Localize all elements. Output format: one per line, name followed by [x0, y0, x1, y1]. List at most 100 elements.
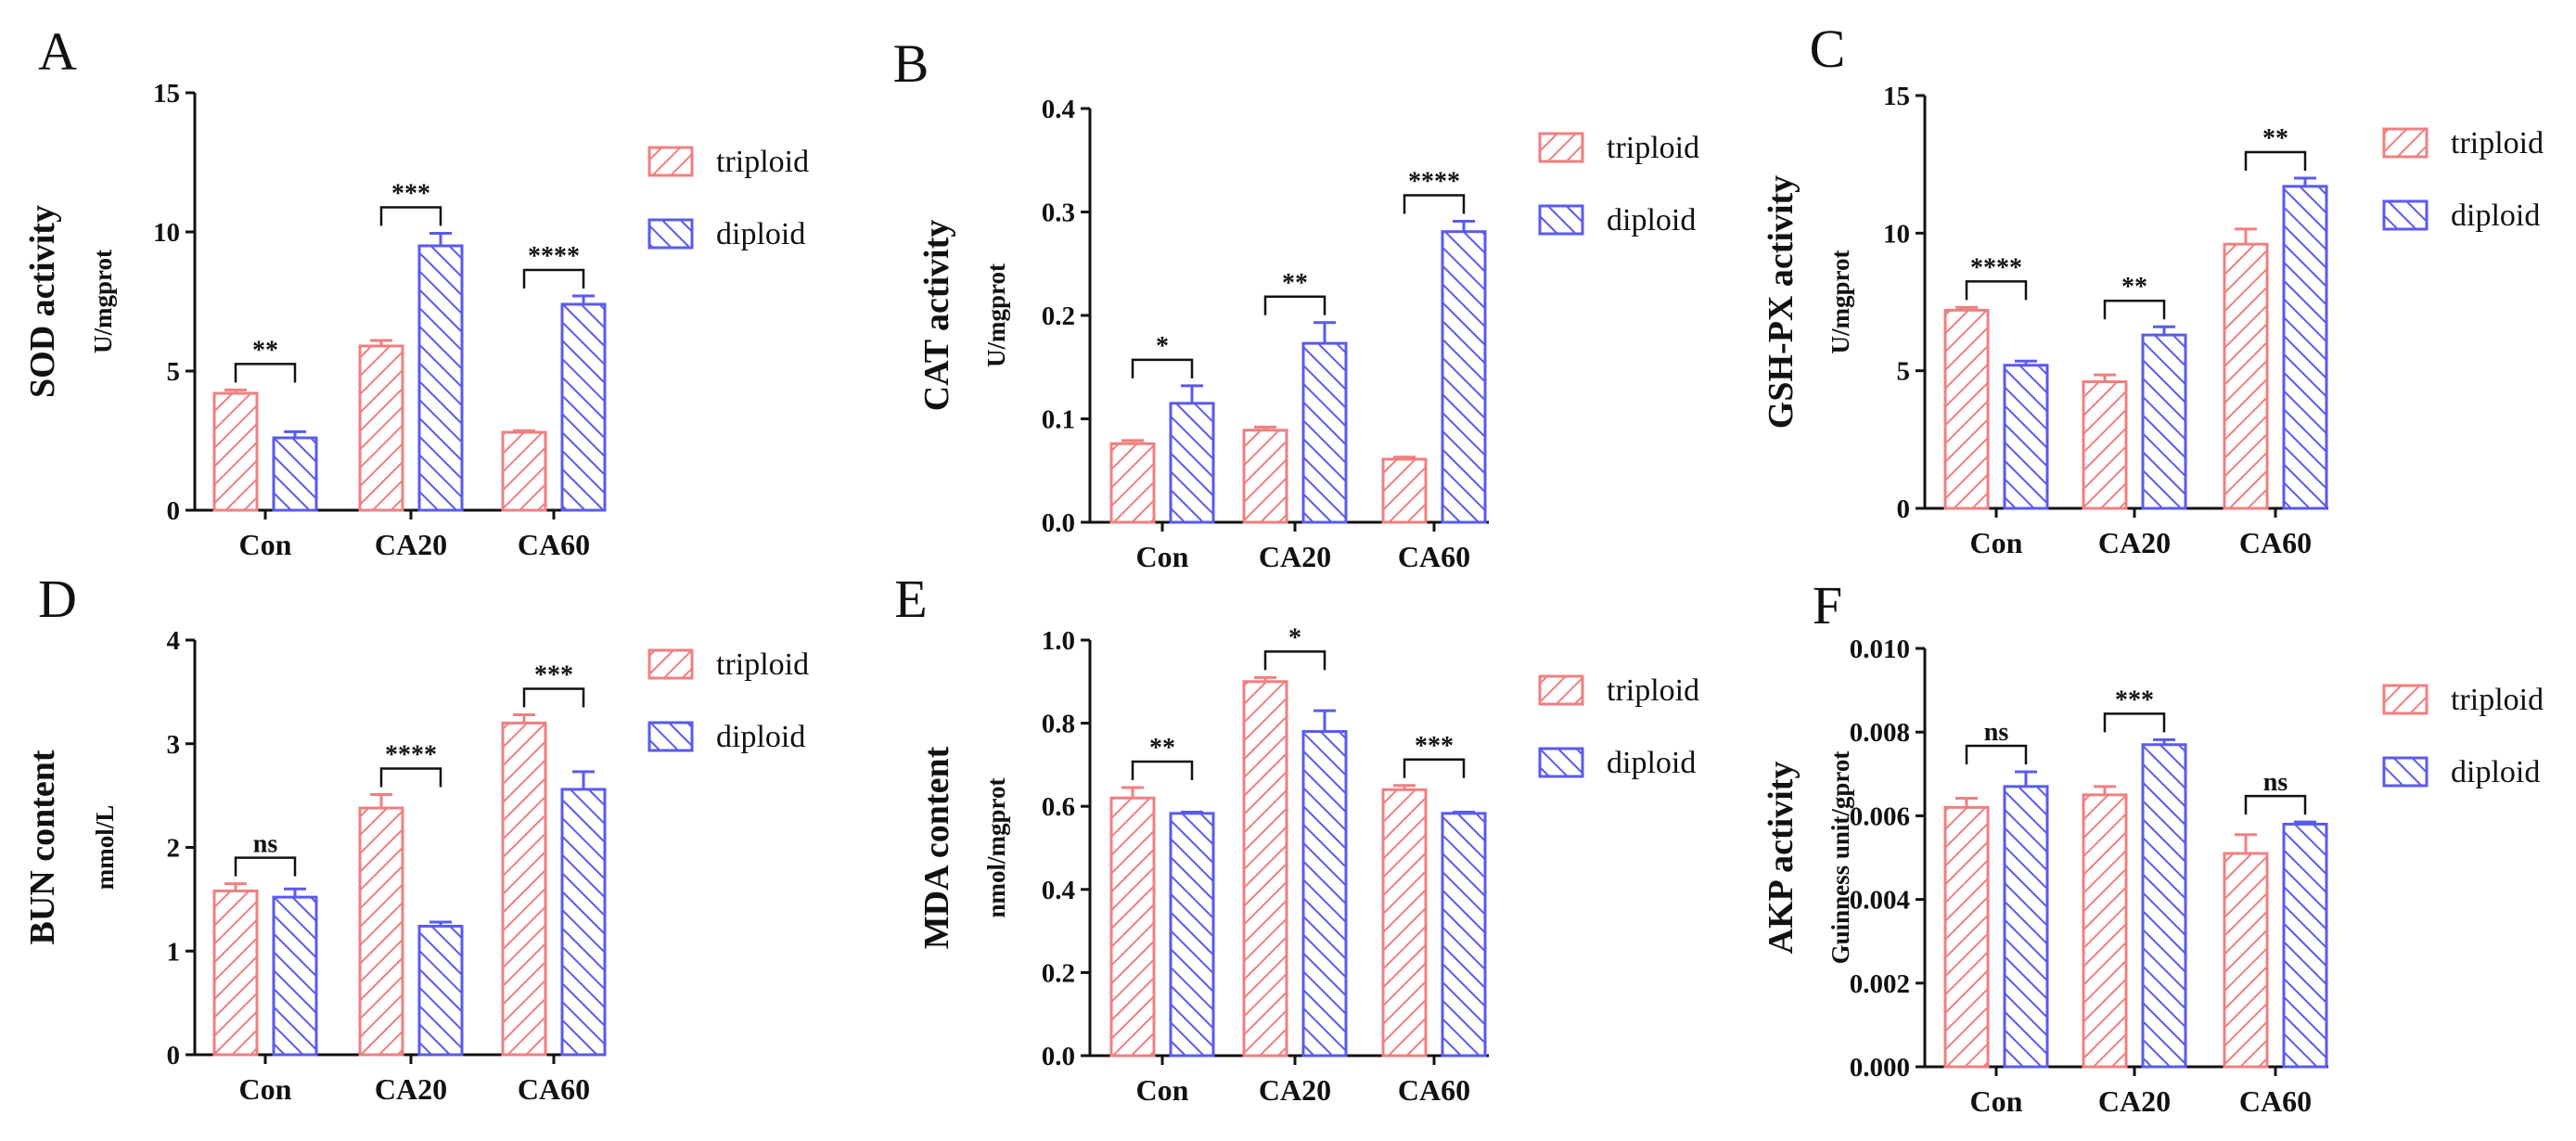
bar-triploid [1381, 457, 1428, 524]
legend-swatch-triploid [1538, 674, 1584, 706]
significance-bracket [1965, 280, 2028, 301]
significance-bracket [379, 206, 442, 226]
x-tick-label: CA20 [375, 528, 447, 561]
significance-bracket [522, 687, 585, 708]
legend-swatch-diploid [2382, 199, 2429, 231]
x-tick-label: CA20 [2098, 1084, 2171, 1118]
y-tick-label: 0 [167, 496, 181, 526]
significance-bracket [2244, 150, 2307, 171]
x-tick-label: CA60 [2239, 526, 2312, 559]
y-tick-label: 4 [167, 626, 181, 656]
significance-label: *** [1415, 732, 1454, 761]
legend-swatch-triploid [2382, 684, 2429, 715]
legend-swatch-triploid [647, 146, 694, 177]
panel-letter: E [894, 569, 927, 629]
bar-diploid [417, 244, 464, 512]
y-tick-label: 0.8 [1042, 710, 1075, 739]
bar-diploid [2003, 364, 2049, 510]
legend-label-diploid: diploid [2451, 755, 2540, 789]
legend-label-triploid: triploid [1607, 673, 1699, 708]
x-tick-label: CA60 [518, 528, 590, 561]
legend-label-diploid: diploid [1607, 203, 1696, 237]
legend-swatch-diploid [647, 218, 694, 250]
bar-triploid [2082, 380, 2128, 510]
panel-letter: B [893, 33, 929, 94]
x-tick-label: Con [1136, 1073, 1189, 1107]
bar-triploid [2082, 793, 2128, 1069]
y-tick-label: 0.000 [1850, 1053, 1910, 1083]
y-tick-label: 1 [167, 937, 181, 967]
y-tick-label: 0.0 [1042, 1042, 1075, 1071]
y-axis-unit: U/mgprot [1826, 250, 1854, 353]
bar-triploid [358, 344, 404, 512]
significance-label: ns [253, 830, 278, 859]
x-tick-label: CA20 [375, 1072, 447, 1106]
x-tick-label: CA60 [518, 1072, 590, 1106]
significance-label: * [1288, 623, 1301, 652]
y-tick-label: 0.0 [1042, 508, 1075, 538]
significance-label: ** [252, 336, 278, 365]
bar-diploid [2141, 743, 2187, 1069]
bar-triploid [2223, 852, 2269, 1069]
legend-swatch-diploid [1538, 204, 1584, 236]
panel-b: B 0.0 0.1 0.2 0.3 0.4 CAT activity U/mgprot Con *… [893, 33, 1699, 573]
bar-diploid [1441, 230, 1487, 524]
significance-label: **** [1408, 168, 1460, 197]
legend-label-diploid: diploid [716, 217, 805, 251]
x-tick-label: CA60 [1398, 1073, 1470, 1107]
legend-label-triploid: triploid [2451, 683, 2544, 717]
x-tick-label: Con [1970, 1084, 2023, 1118]
y-tick-label: 0.1 [1042, 405, 1075, 435]
y-tick-label: 3 [167, 730, 181, 760]
bar-triploid [1109, 796, 1156, 1058]
bar-triploid [212, 889, 259, 1057]
significance-label: ** [1149, 734, 1175, 763]
bar-diploid [560, 788, 607, 1057]
significance-label: **** [385, 741, 437, 770]
bar-triploid [501, 430, 547, 512]
y-tick-label: 5 [167, 357, 181, 387]
x-tick-label: CA20 [1259, 540, 1331, 573]
panel-letter: D [38, 569, 77, 629]
bar-diploid [2003, 785, 2049, 1069]
y-tick-label: 0.2 [1042, 301, 1075, 331]
panel-letter: F [1813, 575, 1842, 635]
bar-triploid [212, 391, 259, 512]
panel-f: F 0.000 0.002 0.004 0.006 0.008 0.010 AKP activ… [1762, 575, 2544, 1118]
bar-triploid [1242, 680, 1288, 1058]
bar-triploid [1242, 429, 1288, 524]
panel-d: D 0 1 2 3 4 BUN content mmol/L Con ns CA20 **** CA60… [23, 569, 809, 1106]
y-tick-label: 10 [153, 218, 180, 248]
y-axis-title: CAT activity [917, 220, 956, 412]
significance-label: **** [528, 242, 580, 271]
y-tick-label: 0 [1897, 494, 1911, 524]
legend-label-triploid: triploid [716, 647, 809, 682]
legend-label-diploid: diploid [1607, 746, 1696, 780]
x-tick-label: CA60 [1398, 540, 1470, 573]
bar-diploid [560, 302, 607, 512]
significance-bracket [522, 268, 585, 288]
significance-bracket [2244, 794, 2307, 815]
y-axis-title: SOD activity [23, 205, 62, 398]
significance-label: *** [2115, 686, 2154, 714]
bar-diploid [1301, 341, 1348, 524]
y-axis-title: AKP activity [1762, 762, 1801, 955]
bar-triploid [1109, 442, 1156, 524]
significance-label: ns [1984, 718, 2009, 747]
y-tick-label: 0 [167, 1041, 181, 1070]
significance-bracket [379, 767, 442, 788]
legend-swatch-diploid [647, 721, 694, 752]
bar-diploid [272, 895, 318, 1057]
panel-a: A 0 5 10 15 SOD activity U/mgprot Con ** CA20 *** C… [23, 21, 809, 561]
panel-letter: C [1810, 19, 1846, 79]
legend-label-triploid: triploid [1607, 131, 1699, 165]
bar-diploid [1441, 812, 1487, 1058]
y-axis-title: BUN content [23, 750, 62, 944]
bar-diploid [2282, 185, 2328, 510]
significance-bracket [1403, 758, 1466, 778]
bar-triploid [358, 806, 404, 1057]
legend-swatch-triploid [2382, 127, 2429, 159]
significance-bracket [2103, 299, 2166, 320]
